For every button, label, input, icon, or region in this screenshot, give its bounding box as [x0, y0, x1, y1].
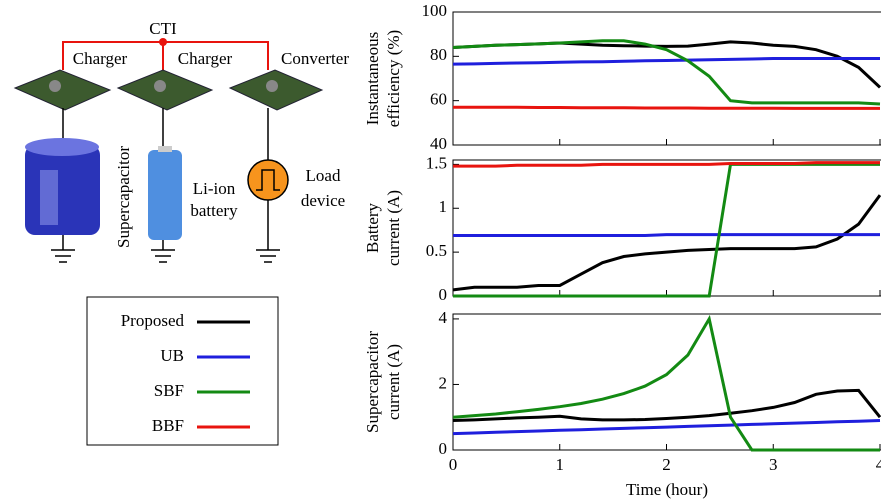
- series-line: [453, 162, 880, 298]
- y-tick-label: 40: [430, 134, 447, 153]
- device-label: Supercapacitor: [114, 146, 133, 248]
- series-line: [452, 314, 880, 452]
- y-axis-label: efficiency (%): [384, 30, 403, 127]
- y-tick-label: 2: [439, 373, 448, 392]
- series-line: [452, 419, 881, 436]
- series-line: [453, 105, 880, 110]
- legend-label: BBF: [152, 416, 184, 435]
- series-line: [453, 161, 880, 168]
- x-tick-label: 0: [449, 455, 458, 474]
- y-axis-label: current (A): [384, 190, 403, 266]
- series-line: [452, 194, 881, 292]
- y-axis-label: Battery: [363, 202, 382, 253]
- series-line: [452, 57, 880, 66]
- y-tick-label: 100: [422, 1, 448, 20]
- legend-label: SBF: [154, 381, 184, 400]
- module-label: Charger: [73, 49, 128, 68]
- module-label: Charger: [178, 49, 233, 68]
- load-wave: [256, 169, 280, 191]
- board: [116, 69, 214, 111]
- series-line: [452, 39, 881, 106]
- x-tick-label: 2: [662, 455, 671, 474]
- device-label: battery: [190, 201, 238, 220]
- y-axis-label: Supercapacitor: [363, 331, 382, 433]
- supercap-top: [25, 138, 99, 156]
- device-label: Li-ion: [193, 179, 236, 198]
- supercap-shine: [40, 170, 58, 225]
- legend-label: Proposed: [121, 311, 185, 330]
- x-axis-label: Time (hour): [626, 480, 708, 499]
- y-tick-label: 1.5: [426, 153, 447, 172]
- system-diagram: CTI Charger Charger Converter: [13, 19, 349, 263]
- load-symbol: [247, 159, 289, 201]
- wires: [62, 108, 269, 250]
- board-part: [49, 80, 61, 92]
- x-tick-label: 3: [769, 455, 778, 474]
- load: [247, 159, 289, 201]
- y-axis-label: Instantaneous: [363, 32, 382, 125]
- supercapacitor: [25, 138, 100, 235]
- y-tick-label: 1: [439, 197, 448, 216]
- plot-frame: [452, 11, 881, 146]
- cell-body: [148, 150, 182, 240]
- device-label: device: [301, 191, 345, 210]
- bus-node: [159, 38, 167, 46]
- li-ion-cell: [148, 146, 182, 240]
- legend-label: UB: [160, 346, 184, 365]
- y-tick-label: 0: [439, 439, 448, 458]
- x-tick-label: 1: [556, 455, 565, 474]
- module-label: Converter: [281, 49, 349, 68]
- plot-frame: [452, 159, 881, 297]
- y-tick-label: 0: [439, 285, 448, 304]
- board-part: [154, 80, 166, 92]
- y-tick-label: 60: [430, 90, 447, 109]
- supercap-body: [25, 145, 100, 235]
- y-tick-label: 4: [439, 308, 448, 327]
- grounds: [51, 249, 280, 263]
- series-line: [453, 233, 880, 237]
- bus-label: CTI: [149, 19, 177, 38]
- y-tick-label: 80: [430, 45, 447, 64]
- device-label: Load: [306, 166, 341, 185]
- board-part: [266, 80, 278, 92]
- cell-cap: [158, 146, 172, 152]
- plot-frame: [452, 313, 881, 451]
- y-tick-label: 0.5: [426, 241, 447, 260]
- x-tick-label: 4: [876, 455, 881, 474]
- y-axis-label: current (A): [384, 344, 403, 420]
- board: [13, 69, 112, 111]
- circuit-boards: [13, 69, 324, 111]
- series-line: [452, 388, 881, 422]
